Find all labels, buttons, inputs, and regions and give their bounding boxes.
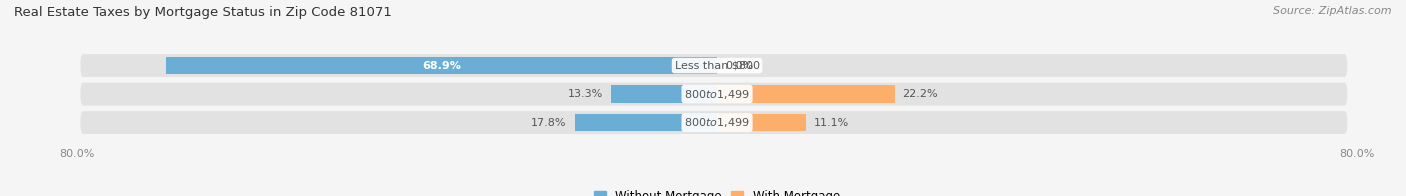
Bar [717, 85, 894, 103]
Text: $800 to $1,499: $800 to $1,499 [685, 116, 749, 129]
Text: 0.0%: 0.0% [725, 61, 754, 71]
Bar [166, 57, 717, 74]
Text: 17.8%: 17.8% [531, 118, 567, 128]
FancyBboxPatch shape [80, 83, 1347, 105]
Bar [610, 85, 717, 103]
Text: Real Estate Taxes by Mortgage Status in Zip Code 81071: Real Estate Taxes by Mortgage Status in … [14, 6, 392, 19]
FancyBboxPatch shape [80, 54, 1347, 77]
Bar [717, 114, 806, 132]
FancyBboxPatch shape [80, 111, 1347, 134]
Text: 13.3%: 13.3% [568, 89, 603, 99]
Bar [575, 114, 717, 132]
Legend: Without Mortgage, With Mortgage: Without Mortgage, With Mortgage [595, 190, 839, 196]
Text: Source: ZipAtlas.com: Source: ZipAtlas.com [1274, 6, 1392, 16]
Text: 11.1%: 11.1% [814, 118, 849, 128]
Text: Less than $800: Less than $800 [675, 61, 759, 71]
Text: $800 to $1,499: $800 to $1,499 [685, 88, 749, 101]
Text: 68.9%: 68.9% [422, 61, 461, 71]
Text: 22.2%: 22.2% [903, 89, 938, 99]
